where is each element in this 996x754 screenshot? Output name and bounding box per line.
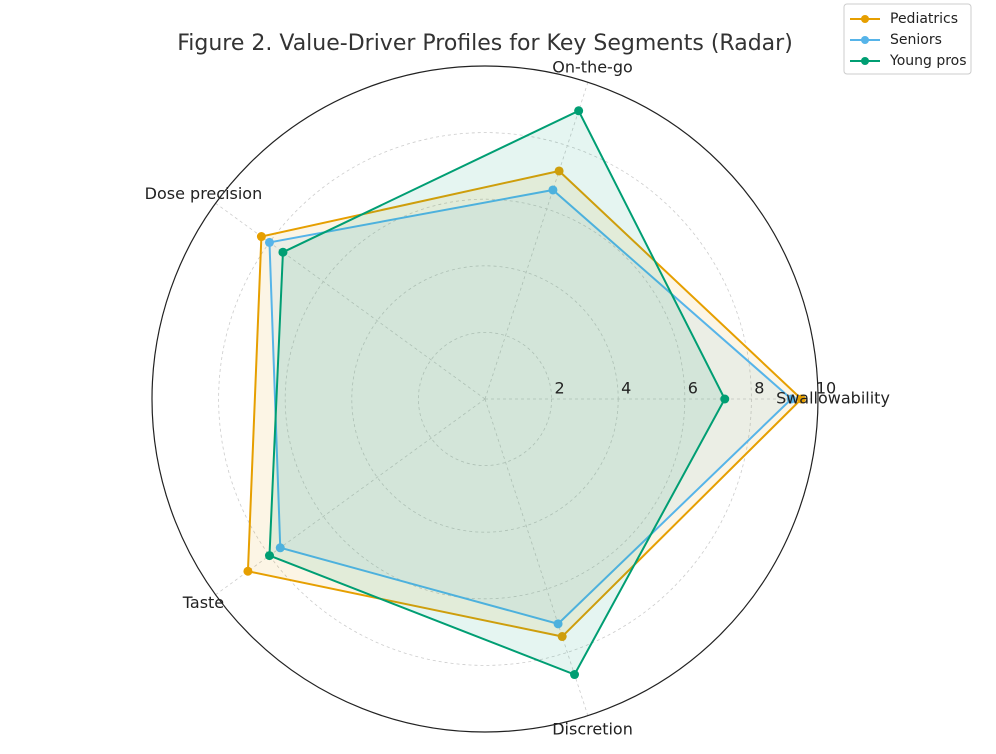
legend-label: Pediatrics: [890, 11, 958, 27]
polar-frame: [151, 65, 819, 733]
r-tick-label: 8: [754, 379, 764, 398]
r-tick-label: 6: [688, 379, 698, 398]
data-point: [557, 632, 567, 642]
data-point: [570, 670, 580, 680]
r-tick-label: 10: [816, 379, 836, 398]
spoke: [215, 398, 486, 596]
spoke: [484, 398, 589, 716]
data-point: [720, 394, 730, 404]
data-point: [278, 247, 288, 257]
r-tick-label: 4: [621, 379, 631, 398]
data-point: [548, 185, 558, 195]
data-point: [796, 394, 806, 404]
data-point: [574, 106, 584, 116]
series-area: [268, 109, 726, 676]
category-label: On-the-go: [552, 58, 632, 77]
legend-marker: [861, 36, 869, 44]
data-point: [275, 543, 285, 553]
category-label: Discretion: [552, 719, 633, 738]
data-point: [256, 232, 266, 242]
data-point: [243, 566, 253, 576]
data-point: [264, 237, 274, 247]
legend-marker: [861, 57, 869, 65]
r-tick-label: 2: [555, 379, 565, 398]
legend-box: [843, 3, 972, 75]
data-point: [554, 166, 564, 176]
spoke: [484, 82, 589, 400]
category-label: Swallowability: [776, 389, 890, 408]
data-point: [553, 619, 563, 629]
data-point: [264, 551, 274, 561]
legend-marker: [861, 15, 869, 23]
legend-label: Seniors: [890, 32, 942, 48]
category-label: Dose precision: [145, 184, 263, 203]
legend-label: Young pros: [889, 53, 967, 69]
category-label: Taste: [182, 593, 224, 612]
data-point: [786, 394, 796, 404]
chart-title: Figure 2. Value-Driver Profiles for Key …: [177, 31, 793, 56]
